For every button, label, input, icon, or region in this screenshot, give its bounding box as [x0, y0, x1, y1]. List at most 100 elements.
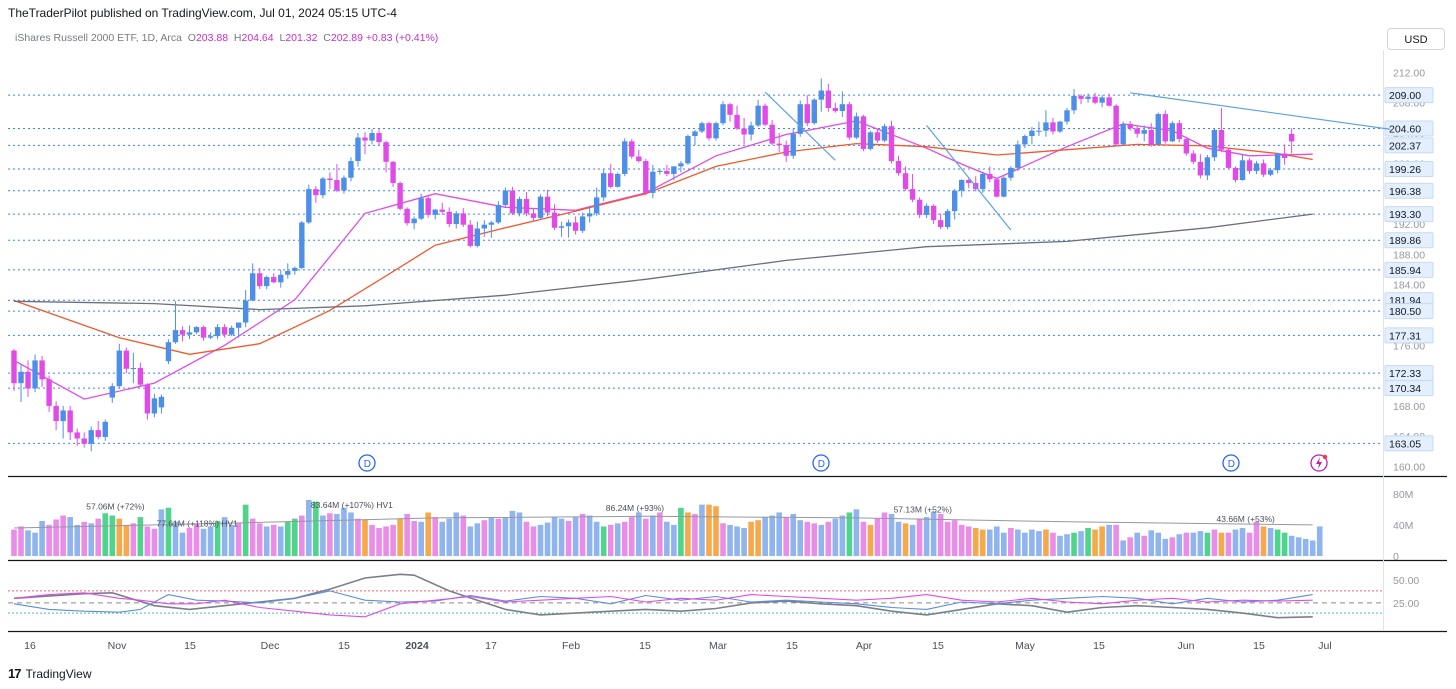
candle	[453, 211, 459, 229]
candle	[544, 189, 551, 217]
candle	[1127, 120, 1133, 131]
candle-body	[165, 342, 172, 362]
volume-bar	[1183, 532, 1190, 556]
candle	[608, 164, 614, 189]
ma-line-long-sma	[13, 213, 1313, 311]
volume-bar	[965, 526, 972, 556]
candle-body	[242, 300, 249, 323]
candle-body	[1211, 129, 1218, 158]
candle-body	[832, 107, 839, 112]
volume-bar	[1078, 531, 1084, 556]
candle-body	[804, 104, 810, 124]
volume-bar	[313, 501, 319, 556]
volume-bar	[193, 523, 200, 556]
volume-bar	[460, 515, 467, 556]
candle	[551, 204, 558, 231]
volume-bar	[881, 512, 888, 556]
candle	[509, 186, 516, 215]
candle-body	[88, 430, 94, 444]
candle-body	[987, 173, 993, 180]
candle	[495, 201, 502, 224]
volume-bar	[937, 514, 944, 556]
x-tick-label: 16	[24, 640, 36, 652]
candle	[362, 132, 368, 155]
volume-bar	[1050, 532, 1056, 556]
candle-body	[292, 267, 298, 271]
candle	[1211, 128, 1218, 162]
candle	[88, 426, 94, 452]
candle	[432, 208, 438, 220]
volume-bar	[214, 521, 221, 556]
candle-body	[1246, 160, 1253, 171]
volume-bar	[678, 507, 684, 556]
volume-bar	[256, 523, 263, 556]
candle-body	[923, 205, 930, 215]
volume-bar	[158, 509, 165, 556]
candle-body	[502, 190, 509, 206]
volume-bar	[67, 517, 73, 556]
volume-bar	[720, 523, 726, 556]
candle-body	[860, 116, 867, 149]
candle-body	[151, 398, 158, 414]
footer-brand[interactable]: TradingView	[25, 666, 92, 681]
candle-body	[299, 222, 305, 268]
volume-bar	[537, 524, 544, 556]
currency-button[interactable]: USD	[1387, 28, 1445, 50]
candle	[228, 325, 235, 337]
candle-body	[839, 104, 846, 112]
candle	[214, 324, 221, 340]
candle-body	[776, 143, 782, 146]
candle-body	[327, 178, 333, 181]
volume-bar	[1057, 535, 1063, 556]
candle-body	[783, 145, 789, 156]
candle-body	[846, 104, 853, 138]
volume-bar	[958, 524, 965, 556]
candle	[1204, 154, 1211, 181]
candle-body	[930, 205, 937, 221]
volume-bar	[635, 512, 642, 556]
candle	[235, 322, 242, 338]
volume-bar	[320, 515, 326, 556]
candle	[1288, 128, 1295, 154]
candle	[748, 121, 754, 141]
candle	[446, 207, 452, 228]
candle-body	[622, 141, 628, 174]
candle-body	[341, 177, 347, 191]
volume-bar	[1085, 528, 1091, 556]
candle	[755, 99, 761, 127]
candle	[1113, 104, 1119, 146]
candle-body	[1029, 130, 1035, 137]
candle	[1281, 144, 1288, 165]
candle-body	[18, 371, 24, 384]
volume-bar	[418, 521, 424, 556]
candle	[411, 216, 417, 230]
volume-bar	[432, 517, 438, 556]
candle-body	[558, 226, 565, 228]
candle-body	[895, 161, 902, 174]
volume-bar	[1225, 532, 1232, 556]
candle	[678, 161, 684, 173]
candle-body	[369, 133, 375, 141]
volume-bar	[1155, 532, 1162, 556]
candle	[257, 267, 263, 290]
candle	[1120, 121, 1126, 146]
candle	[81, 432, 87, 448]
volume-bar	[579, 514, 586, 556]
candle	[327, 172, 333, 190]
volume-bar	[621, 521, 628, 556]
candle-body	[235, 322, 242, 328]
volume-annotation: 77.61M (+118%) HV1	[156, 519, 238, 529]
candle-body	[1050, 122, 1056, 132]
candle-body	[1141, 129, 1147, 134]
price-line-label: 172.33	[1389, 368, 1421, 380]
candle-body	[1253, 163, 1260, 171]
x-tick-label: 15	[1253, 640, 1265, 652]
candle	[151, 393, 158, 418]
volume-bar	[1001, 532, 1007, 556]
candle-body	[755, 105, 761, 126]
candle	[1176, 120, 1183, 143]
volume-bar	[1267, 528, 1274, 556]
candle	[32, 354, 38, 393]
ma-line-short-ema	[13, 120, 1313, 400]
